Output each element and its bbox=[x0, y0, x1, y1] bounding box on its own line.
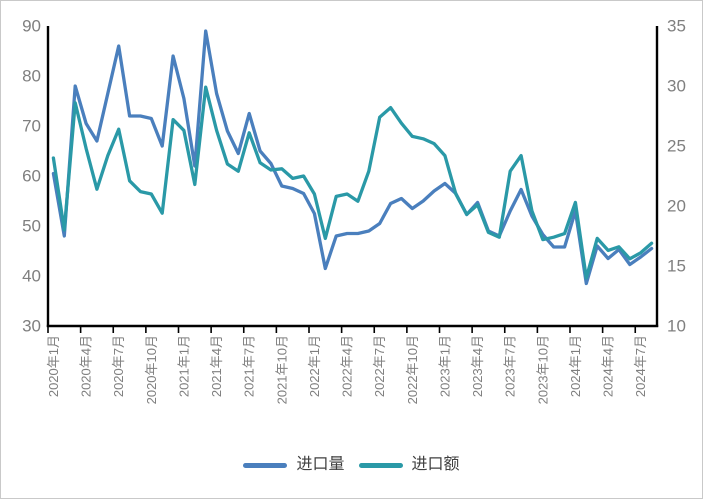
y-right-tick-label: 10 bbox=[667, 317, 686, 336]
y-right-tick-label: 30 bbox=[667, 77, 686, 96]
x-tick-label: 2023年1月 bbox=[437, 335, 452, 397]
x-tick-label: 2021年7月 bbox=[242, 335, 257, 397]
x-tick-label: 2020年7月 bbox=[111, 335, 126, 397]
legend-item-import-value: 进口额 bbox=[358, 456, 460, 473]
y-left-tick-label: 70 bbox=[22, 117, 41, 136]
x-tick-label: 2023年10月 bbox=[535, 335, 550, 404]
x-tick-label: 2021年1月 bbox=[176, 335, 191, 397]
y-left-tick-label: 80 bbox=[22, 67, 41, 86]
legend: 进口量 进口额 bbox=[1, 457, 702, 473]
x-tick-label: 2021年10月 bbox=[274, 335, 289, 404]
x-tick-label: 2023年4月 bbox=[470, 335, 485, 397]
x-tick-label: 2020年10月 bbox=[144, 335, 159, 404]
legend-label-import-volume: 进口量 bbox=[296, 456, 345, 473]
x-tick-label: 2024年7月 bbox=[633, 335, 648, 397]
y-left-tick-label: 30 bbox=[22, 317, 41, 336]
y-right-tick-label: 20 bbox=[667, 197, 686, 216]
x-tick-label: 2022年10月 bbox=[405, 335, 420, 404]
y-right-tick-label: 35 bbox=[667, 17, 686, 36]
x-tick-label: 2024年1月 bbox=[568, 335, 583, 397]
x-tick-label: 2021年4月 bbox=[209, 335, 224, 397]
series-line-import-volume bbox=[51, 29, 654, 286]
x-tick-label: 2022年7月 bbox=[372, 335, 387, 397]
x-tick-label: 2023年7月 bbox=[503, 335, 518, 397]
import-value-line-swatch-icon bbox=[358, 462, 403, 468]
y-left-tick-label: 40 bbox=[22, 267, 41, 286]
x-tick-label: 2020年4月 bbox=[79, 335, 94, 397]
x-tick-label: 2022年1月 bbox=[307, 335, 322, 397]
y-left-tick-label: 60 bbox=[22, 167, 41, 186]
import-volume-line-swatch-icon bbox=[243, 462, 288, 468]
y-right-tick-label: 15 bbox=[667, 257, 686, 276]
y-left-tick-label: 90 bbox=[22, 17, 41, 36]
x-tick-label: 2024年4月 bbox=[601, 335, 616, 397]
series-line-import-value bbox=[51, 85, 654, 280]
y-left-tick-label: 50 bbox=[22, 217, 41, 236]
x-tick-label: 2020年1月 bbox=[46, 335, 61, 397]
y-right-tick-label: 25 bbox=[667, 137, 686, 156]
x-tick-label: 2022年4月 bbox=[340, 335, 355, 397]
legend-label-import-value: 进口额 bbox=[411, 456, 460, 473]
legend-item-import-volume: 进口量 bbox=[243, 456, 345, 473]
